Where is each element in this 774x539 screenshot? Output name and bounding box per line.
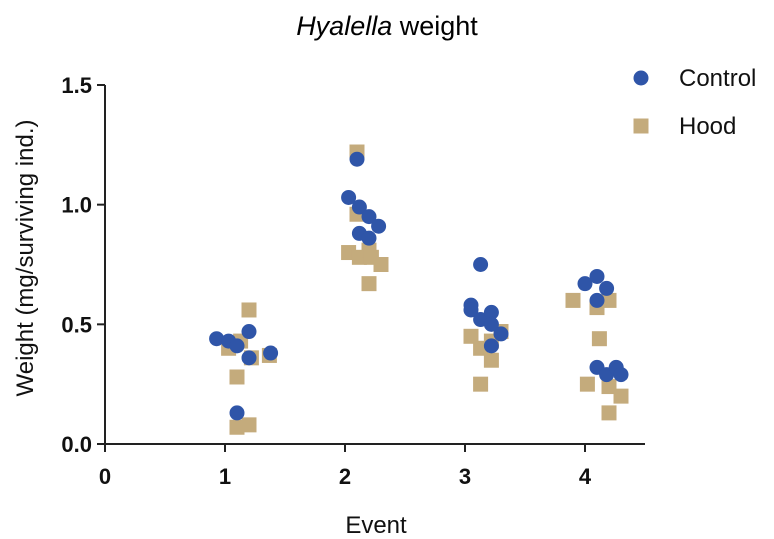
data-point-control bbox=[351, 199, 367, 215]
x-tick-label: 4 bbox=[579, 464, 592, 489]
data-point-hood bbox=[601, 379, 617, 395]
y-tick-label: 1.0 bbox=[61, 193, 92, 218]
data-point-hood bbox=[241, 417, 257, 433]
data-point-control bbox=[341, 189, 357, 205]
legend-label-hood: Hood bbox=[679, 113, 736, 140]
data-point-control bbox=[361, 209, 377, 225]
data-point-hood bbox=[241, 302, 257, 318]
data-point-control bbox=[483, 316, 499, 332]
x-tick-label: 1 bbox=[219, 464, 231, 489]
data-point-control bbox=[241, 324, 257, 340]
chart-title-rest: weight bbox=[392, 11, 478, 41]
data-point-control bbox=[371, 218, 387, 234]
data-point-hood bbox=[373, 257, 389, 272]
chart-title: Hyalella weight bbox=[296, 11, 478, 41]
data-point-control bbox=[473, 257, 489, 272]
data-point-hood bbox=[361, 276, 377, 292]
data-points bbox=[209, 144, 629, 435]
data-point-control bbox=[241, 350, 257, 366]
data-point-control bbox=[483, 338, 499, 354]
x-axis-label: Event bbox=[345, 512, 407, 539]
data-point-hood bbox=[483, 352, 499, 368]
axes bbox=[104, 85, 645, 445]
x-tick-label: 2 bbox=[339, 464, 351, 489]
ticks: 0.0 0.5 1.0 1.5 0 1 2 3 4 bbox=[61, 73, 591, 489]
legend-marker-control bbox=[633, 70, 649, 86]
chart-title-italic: Hyalella bbox=[296, 11, 392, 41]
data-point-control bbox=[493, 326, 509, 342]
y-tick-label: 0.0 bbox=[61, 432, 92, 457]
data-point-control bbox=[209, 331, 225, 347]
data-point-control bbox=[577, 276, 593, 292]
data-point-control bbox=[589, 292, 605, 308]
data-point-hood bbox=[473, 376, 489, 392]
data-point-control bbox=[361, 230, 377, 246]
data-point-control bbox=[263, 345, 279, 361]
x-tick-label: 3 bbox=[459, 464, 471, 489]
data-point-hood bbox=[463, 328, 479, 344]
data-point-control bbox=[463, 302, 479, 318]
data-point-control bbox=[613, 367, 629, 383]
legend-label-control: Control bbox=[679, 65, 756, 92]
legend-marker-hood bbox=[633, 118, 649, 134]
data-point-control bbox=[483, 304, 499, 320]
data-point-control bbox=[589, 268, 605, 284]
y-axis-label: Weight (mg/surviving ind.) bbox=[12, 120, 39, 397]
data-point-hood bbox=[565, 292, 581, 308]
data-point-hood bbox=[591, 331, 607, 347]
legend: Control Hood bbox=[633, 65, 756, 140]
data-point-hood bbox=[601, 405, 617, 421]
data-point-control bbox=[349, 151, 365, 167]
data-point-control bbox=[229, 405, 245, 421]
data-point-control bbox=[229, 338, 245, 354]
x-tick-label: 0 bbox=[99, 464, 111, 489]
data-point-hood bbox=[229, 419, 245, 435]
data-point-control bbox=[599, 280, 615, 296]
data-point-hood bbox=[229, 369, 245, 385]
data-point-hood bbox=[613, 388, 629, 404]
y-tick-label: 1.5 bbox=[61, 73, 92, 98]
y-tick-label: 0.5 bbox=[61, 312, 92, 337]
data-point-hood bbox=[601, 292, 617, 308]
data-point-hood bbox=[579, 376, 595, 392]
